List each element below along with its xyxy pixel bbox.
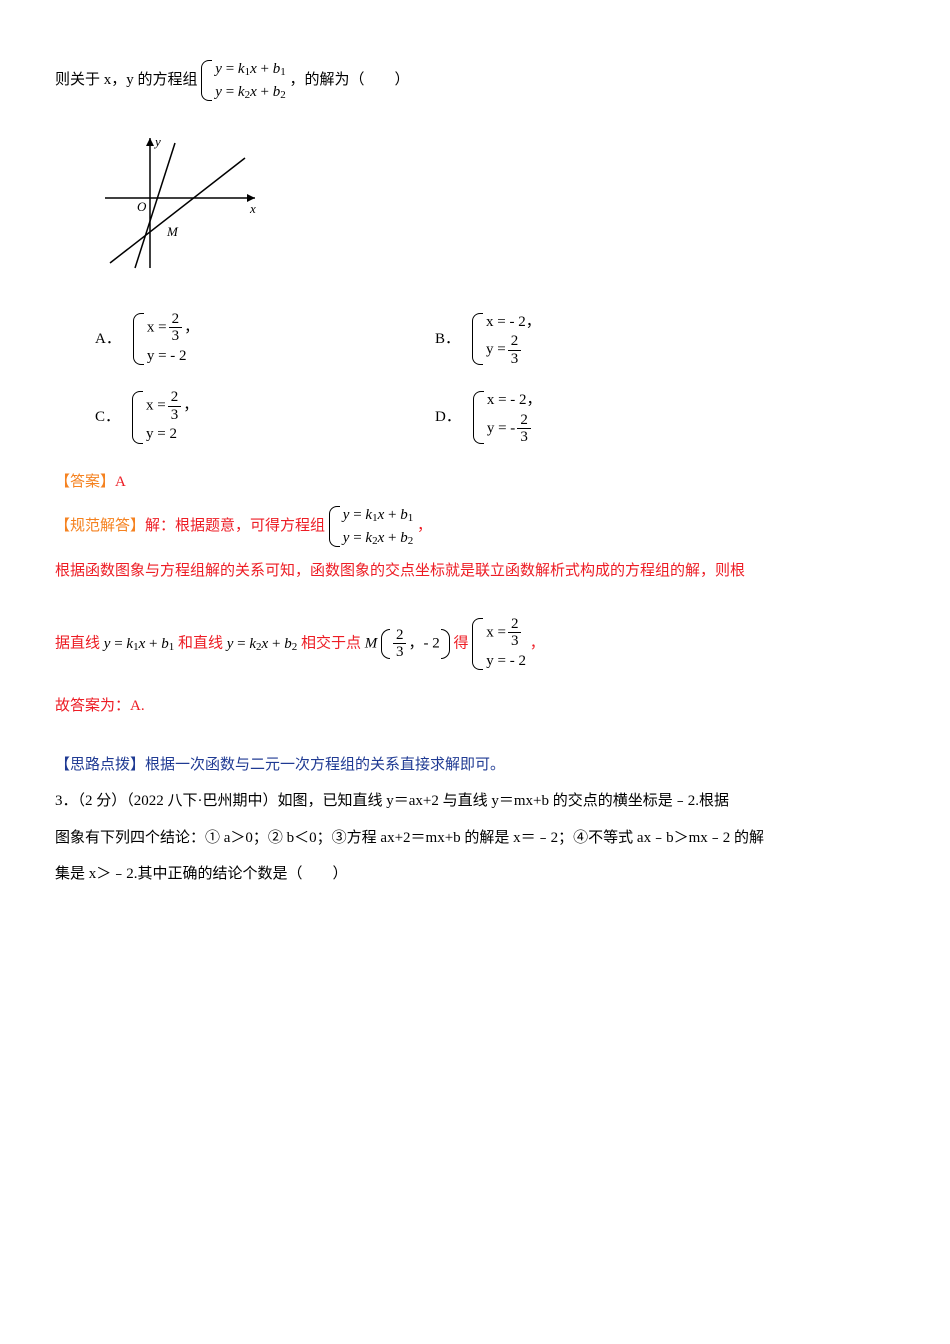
sol-result-system: x =23 y = - 2: [472, 616, 526, 673]
sol-1a: 解：根据题意，可得方程组: [145, 518, 329, 534]
q3-line-2: 图象有下列四个结论：① a＞0；② b＜0；③方程 ax+2＝mx+b 的解是 …: [55, 824, 895, 853]
sol-m-letter: M: [365, 635, 378, 651]
solution-line-4: 故答案为：A.: [55, 692, 895, 721]
solution-line-2: 根据函数图象与方程组解的关系可知，函数图象的交点坐标就是联立函数解析式构成的方程…: [55, 557, 895, 586]
eq-row-2: y = k2x + b2: [215, 81, 285, 104]
d-r2-lhs: y = -: [487, 420, 515, 436]
sol-3d: 得: [453, 635, 472, 651]
m-den: 3: [393, 644, 407, 661]
point-m-label: M: [166, 224, 179, 239]
sol-3b: 和直线: [178, 635, 227, 651]
solution-line-1: 【规范解答】解：根据题意，可得方程组 y = k1x + b1 y = k2x …: [55, 504, 895, 549]
m-second: - 2: [423, 635, 439, 651]
a-r1-lhs: x =: [147, 319, 167, 335]
c-r1-lhs: x =: [146, 397, 166, 413]
solution-line-3: 据直线 y = k1x + b1 和直线 y = k2x + b2 相交于点 M…: [55, 616, 895, 673]
b-r2-lhs: y =: [486, 341, 506, 357]
sol-point-m: M 23，- 2: [365, 627, 450, 661]
a-r1-num: 2: [169, 311, 183, 329]
res-r2: y = - 2: [486, 650, 526, 673]
choice-c: C． x =23， y = 2: [95, 389, 435, 446]
d-r1: x = - 2，: [487, 389, 542, 412]
sol-line-y2: y = k2x + b2: [227, 630, 297, 659]
hint-block: 【思路点拨】根据一次函数与二元一次方程组的关系直接求解即可。: [55, 751, 895, 780]
res-r1-num: 2: [508, 616, 522, 634]
y-axis-label: y: [153, 134, 161, 149]
b-r2-num: 2: [508, 333, 522, 351]
b-r1: x = - 2，: [486, 311, 541, 334]
answer-block: 【答案】A: [55, 468, 895, 497]
d-r2-den: 3: [517, 429, 531, 446]
origin-label: O: [137, 199, 147, 214]
a-r2: y = - 2: [147, 345, 199, 368]
res-r1-lhs: x =: [486, 624, 506, 640]
choice-b-label: B．: [435, 325, 460, 354]
sol-3-suffix: ，: [530, 635, 545, 651]
m-num: 2: [393, 627, 407, 645]
d-r2-num: 2: [517, 412, 531, 430]
eq-row-1: y = k1x + b1: [215, 58, 285, 81]
sol-1-suffix: ，: [417, 518, 432, 534]
res-r1-den: 3: [508, 633, 522, 650]
sol-line-y1: y = k1x + b1: [104, 630, 174, 659]
x-axis-label: x: [249, 201, 256, 216]
graph-figure: y x O M: [95, 128, 895, 289]
b-r2-den: 3: [508, 351, 522, 368]
a-r1-den: 3: [169, 328, 183, 345]
c-r2: y = 2: [146, 423, 198, 446]
sol-3a: 据直线: [55, 635, 104, 651]
sol-system: y = k1x + b1 y = k2x + b2: [329, 504, 413, 549]
system-equations: y = k1x + b1 y = k2x + b2: [201, 58, 285, 103]
a-r1-suf: ，: [184, 319, 199, 335]
q3-line-3: 集是 x＞﹣2.其中正确的结论个数是（ ）: [55, 860, 895, 889]
c-r1-suf: ，: [183, 397, 198, 413]
answer-choices: A． x =23， y = - 2 B． x = - 2， y =23 C． x…: [95, 311, 895, 446]
stem-prefix: 则关于 x，y 的方程组: [55, 72, 201, 88]
choice-d-label: D．: [435, 403, 461, 432]
answer-value: A: [115, 474, 126, 490]
answer-label: 【答案】: [55, 474, 115, 490]
choice-b: B． x = - 2， y =23: [435, 311, 775, 368]
choice-a: A． x =23， y = - 2: [95, 311, 435, 368]
hint-text: 根据一次函数与二元一次方程组的关系直接求解即可。: [145, 757, 505, 773]
choice-c-label: C．: [95, 403, 120, 432]
choice-d: D． x = - 2， y = -23: [435, 389, 775, 446]
q3-line-1: 3．（2 分）（2022 八下·巴州期中）如图，已知直线 y＝ax+2 与直线 …: [55, 787, 895, 816]
c-r1-den: 3: [168, 407, 182, 424]
sol-3c: 相交于点: [301, 635, 365, 651]
q1-stem: 则关于 x，y 的方程组 y = k1x + b1 y = k2x + b2 ，…: [55, 58, 895, 103]
choice-a-label: A．: [95, 325, 121, 354]
c-r1-num: 2: [168, 389, 182, 407]
stem-suffix: ，的解为（ ）: [289, 72, 409, 88]
solution-label: 【规范解答】: [55, 518, 145, 534]
hint-label: 【思路点拨】: [55, 757, 145, 773]
